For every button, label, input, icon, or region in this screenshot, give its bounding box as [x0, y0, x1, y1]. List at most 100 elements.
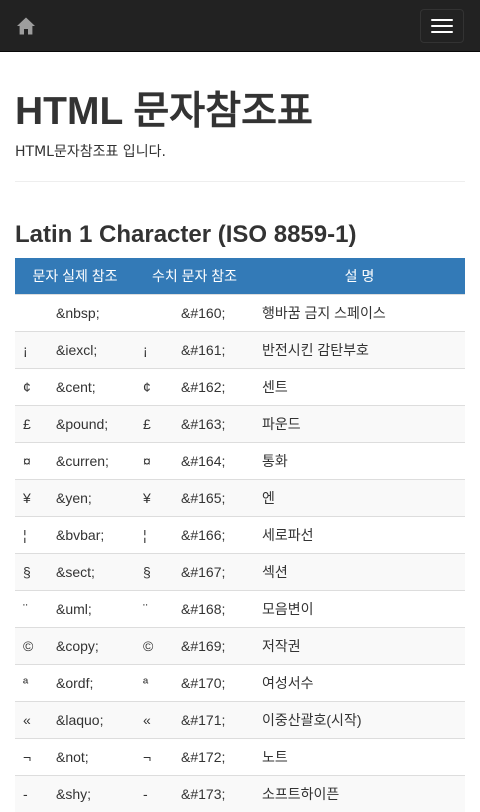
navbar-toggle-button[interactable]	[420, 9, 464, 43]
cell-entity-reference: &nbsp;	[56, 304, 100, 321]
cell-character: ¡	[143, 341, 148, 358]
cell-description: 노트	[262, 748, 288, 765]
table-row: ª &ordf; ª &#170; 여성서수	[15, 664, 465, 701]
character-reference-table: 문자 실제 참조 수치 문자 참조 설 명 &nbsp; &#160; 행바꿈 금지…	[15, 258, 465, 812]
cell-entity-reference: &sect;	[56, 563, 95, 580]
cell-character: «	[23, 711, 31, 728]
hamburger-menu-icon	[431, 19, 453, 21]
cell-numeric-reference: &#163;	[181, 415, 226, 432]
cell-character: -	[143, 785, 148, 802]
cell-character: ¢	[143, 378, 151, 395]
cell-numeric-reference: &#166;	[181, 526, 226, 543]
column-header-entity: 문자 실제 참조	[32, 267, 118, 284]
table-row: £ &pound; £ &#163; 파운드	[15, 405, 465, 442]
cell-entity-reference: &laquo;	[56, 711, 104, 728]
cell-numeric-reference: &#162;	[181, 378, 226, 395]
cell-description: 엔	[262, 489, 275, 506]
cell-character: ¬	[23, 748, 32, 765]
cell-character: ¨	[23, 600, 28, 617]
cell-character: ¤	[143, 452, 151, 469]
table-row: ¡ &iexcl; ¡ &#161; 반전시킨 감탄부호	[15, 331, 465, 368]
cell-numeric-reference: &#169;	[181, 637, 226, 654]
table-header-row: 문자 실제 참조 수치 문자 참조 설 명	[15, 258, 465, 294]
cell-character: ª	[143, 674, 149, 691]
cell-entity-reference: &pound;	[56, 415, 109, 432]
divider	[15, 181, 465, 182]
column-header-numeric: 수치 문자 참조	[151, 267, 238, 284]
cell-description: 모음변이	[262, 600, 314, 617]
cell-entity-reference: &iexcl;	[56, 341, 98, 358]
cell-description: 저작권	[262, 637, 301, 654]
cell-numeric-reference: &#160;	[181, 304, 226, 321]
cell-description: 여성서수	[262, 674, 314, 691]
table-row: ¤ &curren; ¤ &#164; 통화	[15, 442, 465, 479]
cell-numeric-reference: &#165;	[181, 489, 226, 506]
table-row: § &sect; § &#167; 섹션	[15, 553, 465, 590]
cell-description: 세로파선	[262, 526, 314, 543]
cell-entity-reference: &uml;	[56, 600, 92, 617]
page-title: HTML 문자참조표	[15, 90, 313, 133]
cell-numeric-reference: &#173;	[181, 785, 226, 802]
cell-numeric-reference: &#168;	[181, 600, 226, 617]
cell-entity-reference: &cent;	[56, 378, 96, 395]
table-row: ¢ &cent; ¢ &#162; 센트	[15, 368, 465, 405]
cell-numeric-reference: &#164;	[181, 452, 226, 469]
cell-entity-reference: &copy;	[56, 637, 99, 654]
section-title: Latin 1 Character (ISO 8859-1)	[15, 221, 357, 248]
cell-entity-reference: &ordf;	[56, 674, 94, 691]
cell-entity-reference: &curren;	[56, 452, 109, 469]
cell-numeric-reference: &#167;	[181, 563, 226, 580]
cell-character	[15, 294, 48, 331]
cell-character: ¦	[143, 526, 147, 543]
cell-entity-reference: &shy;	[56, 785, 92, 802]
table-row: « &laquo; « &#171; 이중산괄호(시작)	[15, 701, 465, 738]
cell-description: 섹션	[262, 563, 288, 580]
cell-character: ª	[23, 674, 29, 691]
table-row: - &shy; - &#173; 소프트하이픈	[15, 775, 465, 812]
cell-character: ©	[23, 637, 34, 654]
cell-character: ©	[143, 637, 154, 654]
cell-character: -	[23, 785, 28, 802]
cell-character	[135, 294, 173, 331]
hamburger-menu-icon	[431, 31, 453, 33]
table-row: ¨ &uml; ¨ &#168; 모음변이	[15, 590, 465, 627]
table-row: &nbsp; &#160; 행바꿈 금지 스페이스	[15, 294, 465, 331]
cell-character: «	[143, 711, 151, 728]
cell-entity-reference: &not;	[56, 748, 89, 765]
table-row: © &copy; © &#169; 저작권	[15, 627, 465, 664]
cell-character: £	[143, 415, 151, 432]
cell-description: 통화	[262, 452, 288, 469]
cell-character: §	[23, 563, 31, 580]
navbar	[0, 0, 480, 52]
cell-numeric-reference: &#171;	[181, 711, 226, 728]
cell-numeric-reference: &#161;	[181, 341, 226, 358]
cell-character: ¬	[143, 748, 152, 765]
cell-character: ¤	[23, 452, 31, 469]
table-row: ¬ &not; ¬ &#172; 노트	[15, 738, 465, 775]
cell-character: £	[23, 415, 31, 432]
table-row: ¦ &bvbar; ¦ &#166; 세로파선	[15, 516, 465, 553]
cell-character: ¥	[143, 489, 151, 506]
column-header-description: 설 명	[344, 267, 375, 284]
page-description: HTML문자참조표 입니다.	[15, 144, 166, 160]
hamburger-menu-icon	[431, 25, 453, 27]
cell-character: ¥	[23, 489, 31, 506]
cell-description: 센트	[262, 378, 288, 395]
cell-numeric-reference: &#172;	[181, 748, 226, 765]
cell-description: 행바꿈 금지 스페이스	[262, 304, 386, 321]
cell-description: 소프트하이픈	[262, 785, 340, 802]
table-row: ¥ &yen; ¥ &#165; 엔	[15, 479, 465, 516]
cell-description: 반전시킨 감탄부호	[262, 341, 369, 358]
cell-entity-reference: &bvbar;	[56, 526, 105, 543]
home-button[interactable]	[12, 12, 40, 40]
cell-entity-reference: &yen;	[56, 489, 92, 506]
cell-character: §	[143, 563, 151, 580]
home-icon	[17, 17, 35, 35]
cell-character: ¦	[23, 526, 27, 543]
cell-character: ¨	[143, 600, 148, 617]
cell-character: ¡	[23, 341, 28, 358]
cell-description: 이중산괄호(시작)	[262, 711, 362, 728]
cell-description: 파운드	[262, 415, 301, 432]
cell-character: ¢	[23, 378, 31, 395]
cell-numeric-reference: &#170;	[181, 674, 226, 691]
